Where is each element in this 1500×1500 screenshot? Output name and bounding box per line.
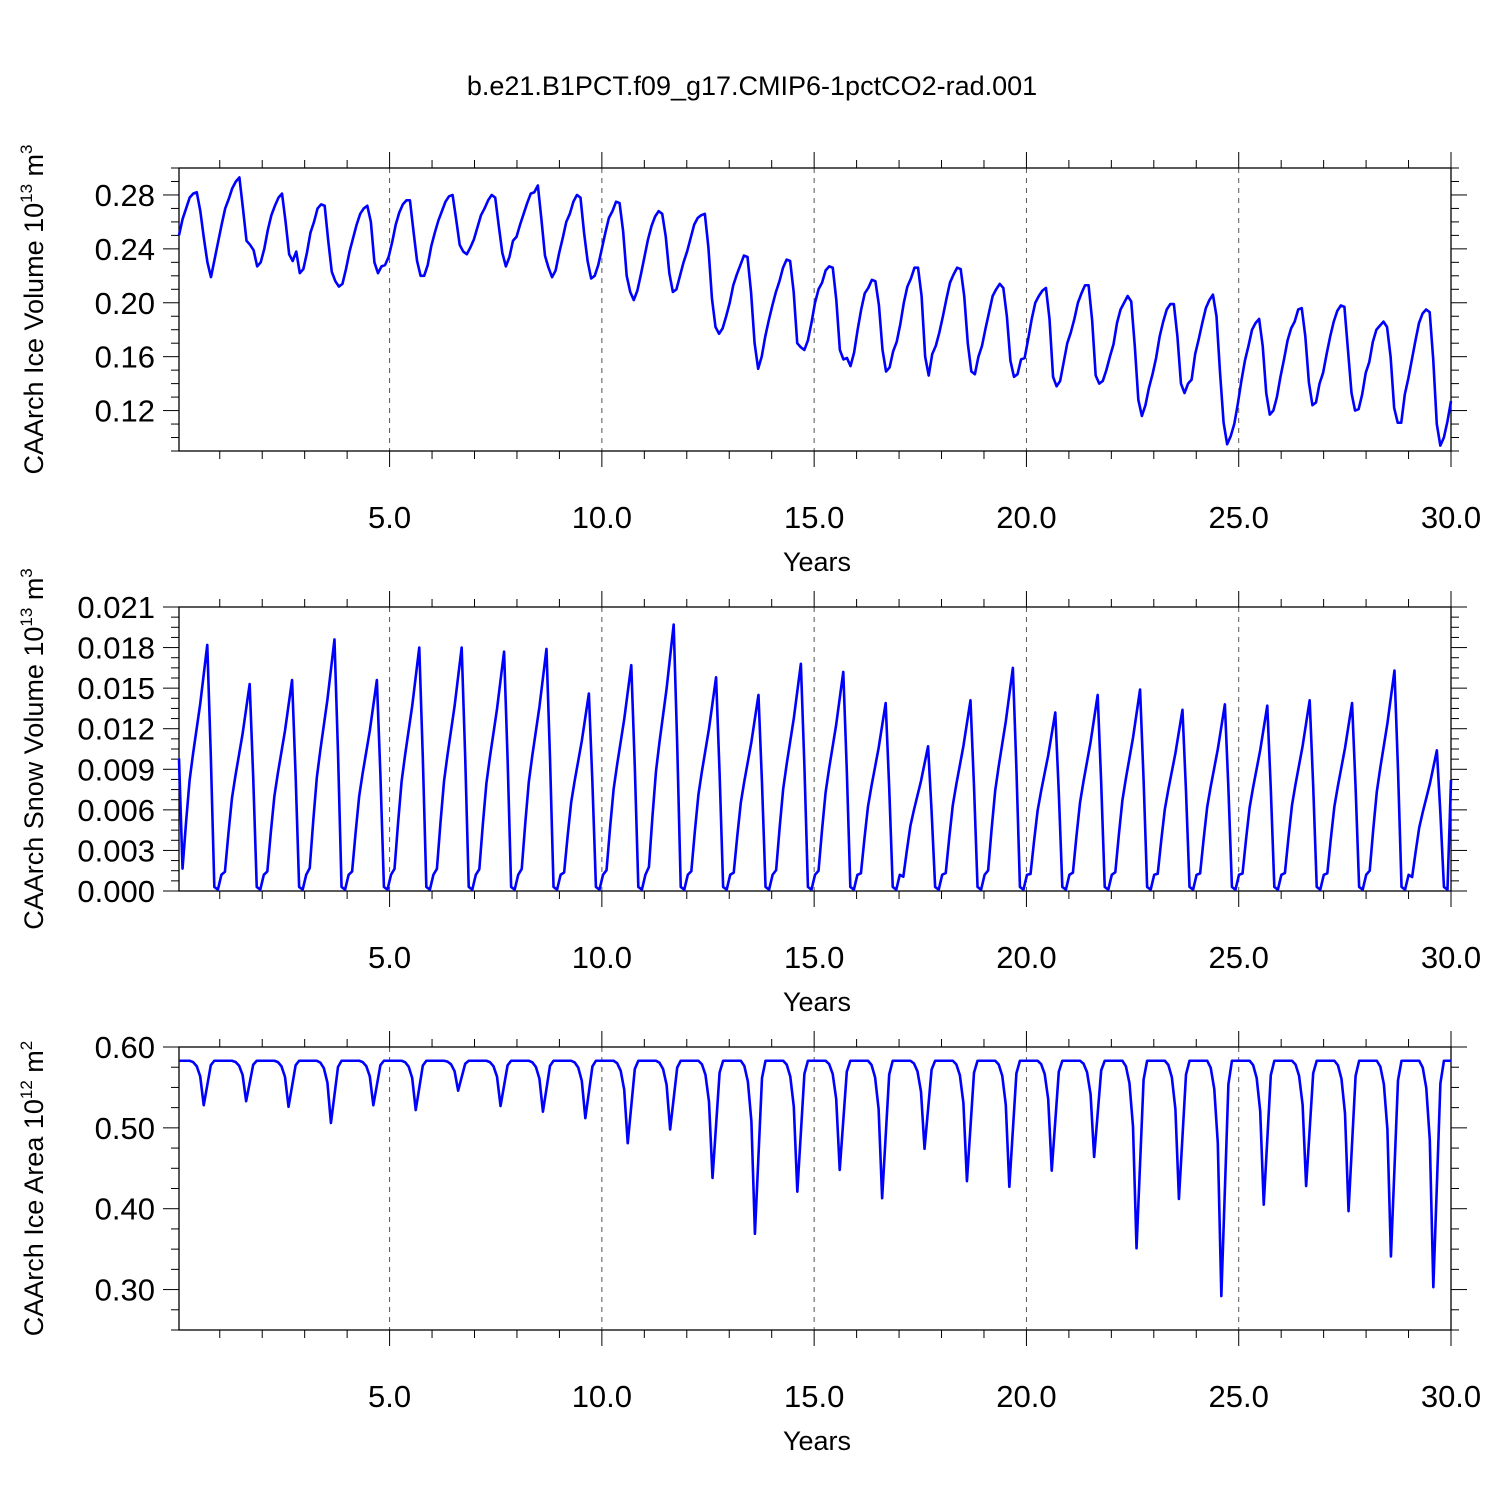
x-tick-label: 5.0 (368, 1379, 411, 1414)
x-tick-label: 15.0 (784, 500, 844, 535)
y-tick-label: 0.24 (95, 232, 155, 267)
series-line (177, 176, 1453, 447)
panel-ice-volume: 5.0 10.0 15.0 20.0 25.0 30.0 0.12 0.16 0.20 0.24 0… (17, 144, 1481, 577)
y-tick-label: 0.015 (77, 671, 155, 706)
y-tick-label: 0.50 (95, 1111, 155, 1146)
x-axis-label: Years (783, 1426, 851, 1456)
y-tick-label: 0.16 (95, 340, 155, 375)
plot-frame (178, 606, 1452, 892)
y-tick-label: 0.12 (95, 394, 155, 429)
x-tick-label: 15.0 (784, 940, 844, 975)
x-tick-label: 25.0 (1209, 500, 1269, 535)
y-tick-label: 0.40 (95, 1192, 155, 1227)
y-tick-label: 0.000 (77, 874, 155, 909)
x-tick-label: 30.0 (1421, 1379, 1481, 1414)
x-axis-label: Years (783, 987, 851, 1017)
y-tick-label: 0.30 (95, 1273, 155, 1308)
x-tick-label: 10.0 (572, 500, 632, 535)
y-tick-label: 0.018 (77, 631, 155, 666)
x-axis-label: Years (783, 547, 851, 577)
x-tick-label: 20.0 (996, 940, 1056, 975)
plot-frame (178, 1046, 1452, 1331)
series-line (177, 623, 1453, 891)
panel-ice-area: 5.0 10.0 15.0 20.0 25.0 30.0 0.30 0.40 0.50 0.60 Y… (17, 1030, 1481, 1456)
x-tick-label: 25.0 (1209, 940, 1269, 975)
x-tick-label: 20.0 (996, 1379, 1056, 1414)
x-tick-label: 10.0 (572, 940, 632, 975)
x-tick-label: 30.0 (1421, 940, 1481, 975)
y-tick-label: 0.006 (77, 793, 155, 828)
series-line (179, 1059, 1451, 1298)
y-tick-label: 0.021 (77, 590, 155, 625)
x-tick-label: 20.0 (996, 500, 1056, 535)
y-axis-label: CAArch Snow Volume 1013 m3 (17, 568, 49, 930)
x-tick-label: 15.0 (784, 1379, 844, 1414)
y-tick-label: 0.60 (95, 1030, 155, 1065)
y-tick-label: 0.012 (77, 712, 155, 747)
y-axis-label: CAArch Ice Area 1012 m2 (17, 1041, 49, 1337)
panel-snow-volume: 5.0 10.0 15.0 20.0 25.0 30.0 0.000 0.003 0.006 0.… (17, 568, 1481, 1017)
x-tick-label: 30.0 (1421, 500, 1481, 535)
y-tick-label: 0.28 (95, 178, 155, 213)
y-tick-label: 0.009 (77, 752, 155, 787)
x-tick-label: 25.0 (1209, 1379, 1269, 1414)
y-tick-label: 0.20 (95, 286, 155, 321)
y-tick-label: 0.003 (77, 833, 155, 868)
chart-title: b.e21.B1PCT.f09_g17.CMIP6-1pctCO2-rad.00… (467, 71, 1037, 101)
x-tick-label: 10.0 (572, 1379, 632, 1414)
x-tick-label: 5.0 (368, 500, 411, 535)
x-tick-label: 5.0 (368, 940, 411, 975)
plot-frame (178, 167, 1452, 452)
y-axis-label: CAArch Ice Volume 1013 m3 (17, 144, 49, 474)
